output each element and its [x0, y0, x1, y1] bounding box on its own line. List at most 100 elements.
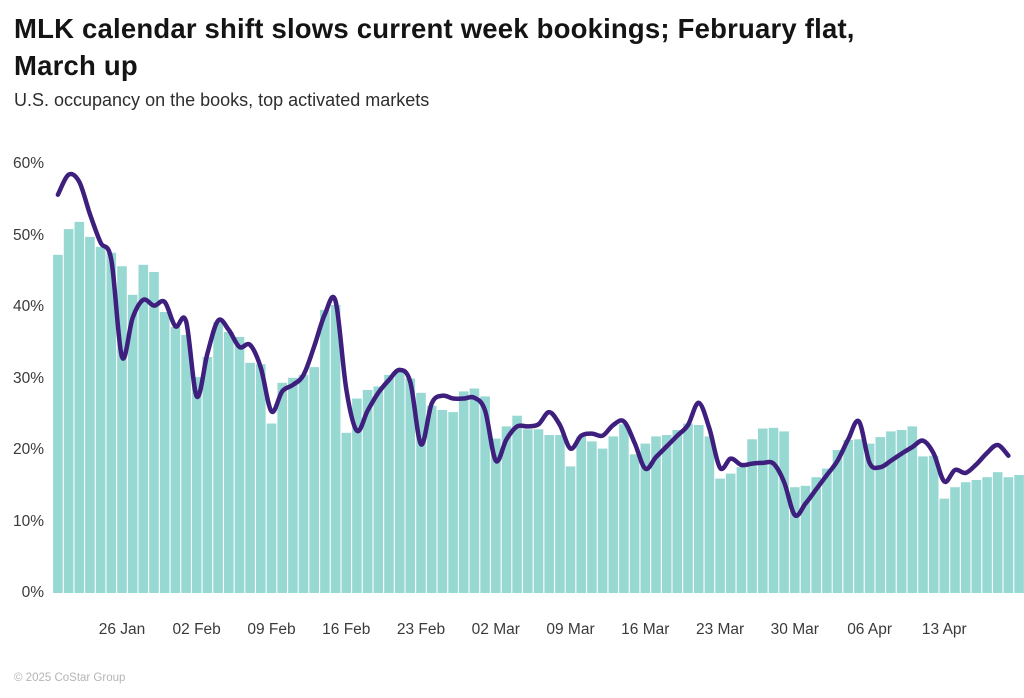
x-axis-tick-label: 30 Mar [770, 621, 819, 638]
bar [213, 322, 223, 593]
bar [352, 398, 362, 593]
bar [426, 405, 437, 593]
bar [939, 498, 950, 593]
bar [854, 439, 864, 593]
bar [159, 312, 170, 593]
x-axis-tick-label: 16 Mar [621, 621, 670, 638]
y-axis-tick-label: 30% [12, 369, 44, 387]
bar [405, 378, 416, 593]
bar [85, 236, 95, 593]
y-axis-tick-label: 0% [21, 584, 44, 601]
bar [928, 455, 939, 593]
x-axis-tick-label: 06 Apr [847, 621, 892, 638]
bar [992, 472, 1003, 593]
bar [693, 425, 704, 593]
bar [170, 327, 181, 593]
bar [469, 388, 480, 593]
bar [886, 431, 896, 593]
bar [811, 477, 821, 593]
x-axis-tick-label: 26 Jan [98, 621, 146, 638]
bar [234, 337, 245, 593]
chart-title-line-1: MLK calendar shift slows current week bo… [14, 13, 855, 44]
bar [320, 309, 330, 593]
bar [384, 374, 394, 593]
bar [864, 443, 875, 593]
bars-layer [53, 221, 1024, 594]
bar [608, 436, 619, 593]
bar [896, 430, 907, 593]
bar [127, 294, 138, 593]
x-axis-tick-label: 16 Feb [322, 621, 371, 638]
bar [950, 487, 960, 593]
x-axis-tick-label: 02 Mar [471, 621, 520, 638]
bar [491, 438, 501, 593]
bar [683, 423, 693, 593]
bar [288, 377, 298, 593]
x-axis-tick-label: 09 Mar [546, 621, 595, 638]
bar [960, 482, 971, 593]
bar [191, 377, 202, 593]
bar [53, 254, 63, 594]
bar [309, 367, 319, 593]
bar [362, 389, 373, 593]
copyright-notice: © 2025 CoStar Group [14, 672, 126, 684]
bar [597, 448, 608, 593]
bar [224, 332, 234, 593]
bar [747, 439, 757, 593]
bar [202, 357, 213, 593]
bar [832, 450, 843, 593]
bar [277, 382, 287, 593]
y-axis-tick-label: 40% [12, 298, 44, 315]
bar [341, 432, 352, 593]
bar [907, 426, 918, 593]
bar [779, 431, 789, 593]
bar [768, 427, 779, 593]
bar [971, 480, 982, 593]
bar [480, 396, 490, 593]
bar [544, 435, 554, 593]
x-axis-tick-label: 02 Feb [172, 621, 221, 638]
chart-title: MLK calendar shift slows current week bo… [14, 10, 1014, 84]
bar [640, 443, 651, 593]
bar [512, 415, 522, 593]
x-axis-tick-label: 23 Mar [695, 621, 745, 638]
bar [138, 264, 149, 593]
bar [181, 334, 191, 593]
x-axis-tick-label: 13 Apr [921, 621, 967, 638]
bar [736, 467, 747, 593]
bar [437, 410, 448, 593]
bar [106, 252, 117, 593]
bar [533, 429, 544, 593]
bar [501, 426, 512, 593]
bar [1014, 475, 1024, 593]
bar [117, 266, 127, 593]
bar [416, 392, 426, 593]
trend-line [55, 171, 1011, 519]
bar [587, 441, 597, 593]
y-axis-tick-label: 10% [12, 512, 44, 530]
bar [982, 477, 992, 593]
bar [523, 429, 533, 593]
bar [672, 430, 683, 593]
bar [715, 478, 725, 593]
bar [95, 246, 106, 593]
bar [565, 466, 576, 593]
bar [373, 386, 384, 593]
bar [800, 485, 811, 594]
chart-subtitle: U.S. occupancy on the books, top activat… [14, 90, 430, 110]
bar [758, 428, 768, 593]
bar [619, 424, 629, 593]
bar [330, 304, 341, 593]
bar [576, 436, 586, 593]
bar [704, 436, 715, 593]
bar [458, 391, 469, 593]
bar [555, 435, 565, 593]
bar [918, 456, 928, 593]
y-axis-tick-label: 50% [12, 226, 44, 244]
bar [266, 423, 277, 593]
x-axis-tick-label: 09 Feb [247, 621, 296, 638]
bar [651, 436, 661, 593]
